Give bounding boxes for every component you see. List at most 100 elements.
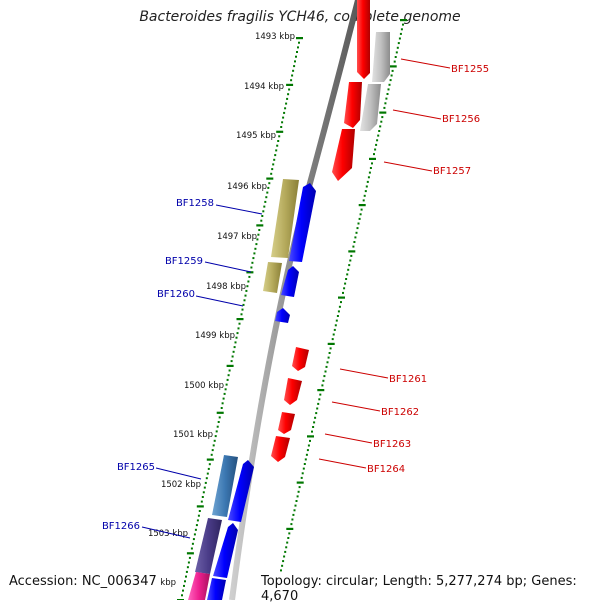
ruler-tick (196, 505, 204, 508)
ruler-tick (286, 97, 289, 100)
ruler-label: 1498 kbp (206, 282, 246, 292)
gene-label-bf1256: BF1256 (442, 114, 480, 125)
ruler-label: 1500 kbp (184, 381, 224, 391)
ruler-tick (318, 398, 321, 401)
gene-label-bf1258: BF1258 (176, 198, 214, 209)
ruler-tick (286, 83, 294, 86)
ruler-tick (193, 533, 196, 536)
ruler-tick (268, 182, 271, 185)
ruler-tick (293, 509, 296, 512)
ruler-tick (216, 425, 219, 428)
ruler-tick (298, 41, 300, 44)
ruler-tick (227, 374, 230, 377)
ruler-tick (264, 200, 267, 203)
ruler-tick (215, 430, 218, 433)
ruler-tick (389, 65, 397, 68)
ruler-tick (258, 229, 261, 231)
ruler-tick (343, 287, 346, 290)
ruler-tick (223, 392, 226, 395)
ruler-tick (331, 338, 334, 341)
gene-bf1255-neighbor (372, 32, 390, 82)
ruler-tick (191, 542, 194, 545)
ruler-tick (221, 402, 224, 405)
ruler-tick (379, 111, 387, 114)
ruler-tick (317, 389, 325, 392)
ruler-tick (357, 222, 360, 225)
ruler-tick (315, 412, 318, 415)
ruler-tick (353, 241, 356, 243)
gene-bf1265 (228, 460, 254, 522)
ruler-tick (336, 315, 339, 317)
ruler-tick (377, 134, 380, 137)
ruler-tick (363, 194, 366, 197)
ruler-tick (212, 444, 215, 447)
ruler-tick (358, 204, 366, 207)
leader-bf1255 (400, 58, 451, 69)
genome-summary-text: Topology: circular; Length: 5,277,274 bp… (261, 574, 600, 604)
ruler-tick (402, 23, 404, 26)
ruler-tick (329, 347, 332, 350)
ruler-tick (282, 116, 285, 119)
ruler-tick (250, 266, 253, 269)
ruler-tick (225, 383, 228, 386)
gene-label-bf1264: BF1264 (367, 464, 405, 475)
ruler-tick (346, 273, 349, 276)
ruler-label: 1501 kbp (173, 430, 213, 440)
ruler-tick (327, 342, 335, 345)
ruler-tick (296, 481, 304, 484)
ruler-tick (201, 496, 204, 498)
ruler-tick (228, 369, 231, 372)
ruler-tick (290, 79, 293, 82)
ruler-tick (333, 328, 336, 331)
gene-label-bf1255: BF1255 (451, 64, 489, 75)
ruler-tick (242, 303, 245, 306)
ruler-tick (295, 55, 297, 58)
leader-bf1265 (155, 467, 202, 480)
ruler-tick (263, 205, 266, 208)
ruler-tick (352, 245, 355, 248)
ruler-tick (306, 449, 309, 452)
ruler-label: 1495 kbp (236, 131, 276, 141)
gene-bf1256 (344, 82, 362, 128)
ruler-tick (181, 594, 183, 597)
ruler-tick (272, 163, 275, 166)
ruler-tick (283, 111, 286, 114)
ruler-tick (342, 291, 344, 294)
ruler-tick (235, 336, 238, 339)
ruler-tick (390, 74, 393, 77)
ruler-tick (277, 140, 280, 142)
ruler-tick (198, 510, 201, 512)
ruler-tick (290, 523, 293, 526)
ruler-tick (236, 318, 244, 321)
ruler-tick (194, 528, 197, 531)
ruler-tick (378, 130, 381, 132)
gene-blue-bottom (207, 578, 226, 600)
ruler-tick (256, 238, 259, 241)
ruler-tick (294, 60, 296, 63)
ruler-tick (206, 472, 209, 475)
ruler-tick (385, 97, 388, 100)
ruler-tick (226, 378, 229, 381)
ruler-tick (238, 322, 241, 325)
ruler-tick (214, 435, 217, 438)
ruler-tick (374, 148, 377, 151)
ruler-tick (255, 243, 258, 246)
ruler-label: 1502 kbp (161, 480, 201, 490)
ruler-tick (296, 495, 299, 498)
ruler-tick (393, 60, 396, 63)
ruler-tick (248, 275, 251, 278)
ruler-tick (286, 541, 289, 544)
ruler-tick (400, 19, 407, 22)
ruler-tick (241, 308, 244, 311)
gene-label-bf1259: BF1259 (165, 256, 203, 267)
ruler-tick (304, 458, 307, 461)
gene-bf1256-neighbor (360, 84, 381, 131)
ruler-tick (399, 32, 402, 35)
ruler-tick (380, 120, 383, 123)
ruler-tick (271, 168, 274, 171)
ruler-tick (298, 486, 301, 489)
ruler-tick (246, 271, 254, 274)
ruler-tick (350, 254, 353, 257)
ruler-tick (216, 411, 224, 414)
ruler-tick (297, 490, 300, 493)
